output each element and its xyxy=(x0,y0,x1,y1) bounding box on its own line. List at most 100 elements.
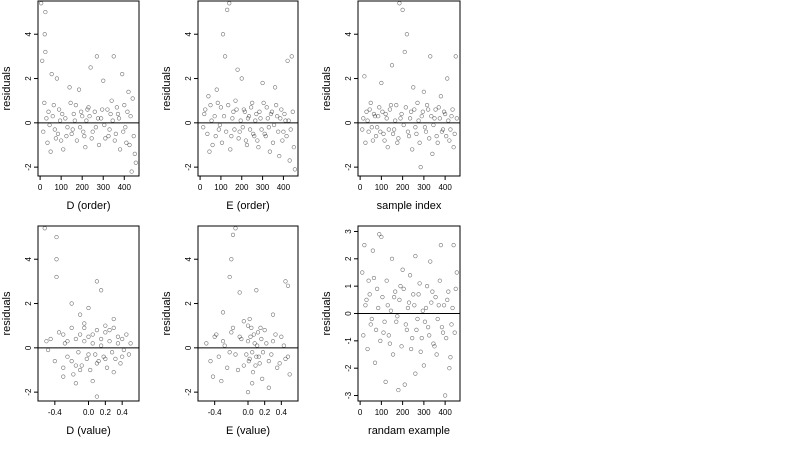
data-point xyxy=(275,365,280,370)
data-point xyxy=(122,103,127,108)
y-tick-label: 0 xyxy=(344,120,353,125)
data-point xyxy=(282,111,287,117)
data-point xyxy=(253,118,258,123)
data-point xyxy=(73,103,78,108)
data-point xyxy=(432,116,437,121)
data-point xyxy=(236,136,241,141)
data-point xyxy=(407,116,413,121)
data-point xyxy=(82,321,87,326)
data-point xyxy=(79,109,84,114)
data-point xyxy=(367,292,372,297)
data-point xyxy=(116,116,122,121)
data-point xyxy=(255,330,261,335)
data-point xyxy=(115,334,121,339)
data-point xyxy=(260,350,266,355)
data-point xyxy=(117,147,123,152)
data-point xyxy=(451,145,456,150)
y-tick-label: 1 xyxy=(344,283,353,288)
data-point xyxy=(226,103,231,108)
data-point xyxy=(209,118,214,123)
data-point xyxy=(245,390,251,395)
data-point xyxy=(445,76,450,81)
data-point xyxy=(59,138,64,143)
data-point xyxy=(118,361,123,366)
data-point xyxy=(426,325,431,330)
data-point xyxy=(262,131,267,137)
data-point xyxy=(396,136,401,141)
data-point xyxy=(245,323,251,328)
data-point xyxy=(44,339,49,344)
data-point xyxy=(395,314,400,319)
data-point xyxy=(107,339,112,344)
data-point xyxy=(365,118,370,123)
data-point xyxy=(427,136,432,141)
x-tick-label: 400 xyxy=(438,408,452,417)
data-point xyxy=(69,131,74,137)
data-point xyxy=(280,138,285,143)
data-point xyxy=(238,118,243,123)
data-point xyxy=(130,96,135,101)
data-point xyxy=(112,138,117,143)
data-point xyxy=(48,336,53,342)
data-point xyxy=(201,125,206,130)
data-point xyxy=(54,234,59,240)
data-point xyxy=(405,129,411,134)
data-point xyxy=(220,310,226,315)
data-point xyxy=(278,116,283,121)
data-point xyxy=(216,354,221,359)
data-point xyxy=(381,131,386,137)
data-point xyxy=(77,312,83,317)
data-point xyxy=(449,114,454,119)
data-point xyxy=(72,118,77,123)
panel-2: 0 100 200 300 400 -2 0 2 4 E (order) residuals xyxy=(161,0,299,212)
data-point xyxy=(390,352,396,357)
data-point xyxy=(274,103,279,108)
data-point xyxy=(402,382,407,387)
data-point xyxy=(438,94,443,99)
data-point xyxy=(227,350,232,355)
data-point xyxy=(65,125,70,130)
data-point xyxy=(428,259,433,264)
data-point xyxy=(368,100,373,105)
data-point xyxy=(252,341,257,346)
data-point xyxy=(367,107,372,112)
y-tick-label: 4 xyxy=(184,31,193,36)
data-point xyxy=(87,114,92,119)
data-point xyxy=(79,363,84,368)
data-point xyxy=(94,279,100,284)
data-point xyxy=(86,334,91,339)
data-point xyxy=(448,127,453,132)
data-point xyxy=(285,283,291,288)
data-point xyxy=(389,63,395,68)
data-point xyxy=(241,107,246,112)
data-point xyxy=(210,142,215,148)
data-point xyxy=(88,65,93,70)
x-tick-label: 0 xyxy=(38,183,43,192)
data-point xyxy=(237,129,242,134)
data-point xyxy=(82,325,87,330)
data-point xyxy=(265,116,270,121)
data-point xyxy=(107,328,112,333)
data-point xyxy=(56,330,62,335)
data-point xyxy=(62,341,68,346)
data-point xyxy=(100,107,105,112)
data-point xyxy=(258,325,263,330)
data-point xyxy=(111,54,116,59)
data-point xyxy=(398,284,403,289)
data-point xyxy=(364,109,369,114)
data-point xyxy=(121,347,126,353)
data-point xyxy=(413,253,418,259)
data-point xyxy=(233,226,238,231)
data-point xyxy=(446,289,451,294)
x-tick-label: 0 xyxy=(358,408,363,417)
y-axis-label: residuals xyxy=(1,291,13,336)
data-point xyxy=(443,111,448,117)
data-point xyxy=(52,127,57,132)
data-point xyxy=(433,294,438,300)
data-point xyxy=(385,145,390,150)
data-point xyxy=(251,131,256,137)
x-tick-label: 200 xyxy=(76,183,90,192)
data-point xyxy=(403,105,408,110)
data-point xyxy=(376,305,381,311)
